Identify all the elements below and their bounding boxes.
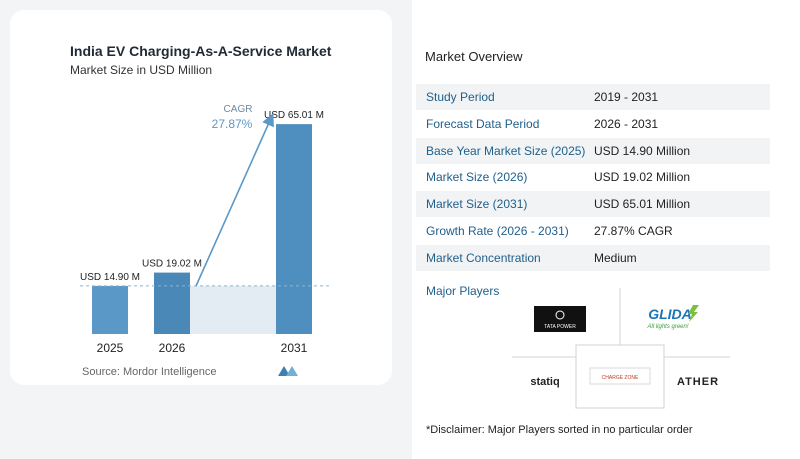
row-value: 2026 - 2031 [594,117,659,131]
row-label: Study Period [426,90,495,104]
row-value: Medium [594,251,637,265]
row-label: Market Size (2026) [426,170,528,184]
players-title: Major Players [426,284,500,298]
ather-logo: ATHER [677,376,719,388]
tata-power-logo: TATA POWER [534,306,586,332]
overview-row: Forecast Data Period 2026 - 2031 [416,111,770,137]
x-tick-2025: 2025 [97,341,124,355]
row-label: Market Size (2031) [426,197,528,211]
overview-title: Market Overview [425,49,523,64]
chart-title: India EV Charging-As-A-Service Market [70,43,332,59]
svg-text:GLIDA: GLIDA [648,306,692,322]
row-value: USD 65.01 Million [594,197,691,211]
x-tick-2026: 2026 [159,341,186,355]
brand-logo-icon [278,366,298,376]
source-note: Source: Mordor Intelligence [82,366,217,378]
row-label: Growth Rate (2026 - 2031) [426,224,569,238]
growth-band [190,285,276,334]
svg-text:TATA POWER: TATA POWER [544,324,576,330]
row-value: 27.87% CAGR [594,224,673,238]
svg-text:CHARGE ZONE: CHARGE ZONE [602,375,639,381]
glida-logo: GLIDA All lights green! [646,305,699,330]
bar-chart: USD 14.90 M 2025 USD 19.02 M 2026 USD 65.01 … [80,104,330,376]
row-value: USD 14.90 Million [594,144,691,158]
overview-row: Growth Rate (2026 - 2031) 27.87% CAGR [416,218,770,244]
data-label-2031: USD 65.01 M [264,110,324,121]
overview-row: Base Year Market Size (2025) USD 14.90 M… [416,138,770,164]
cagr-label: CAGR [224,104,253,115]
disclaimer: *Disclaimer: Major Players sorted in no … [426,424,693,436]
bar-2025 [92,285,128,334]
row-value: USD 19.02 Million [594,170,691,184]
charge-zone-logo: CHARGE ZONE [589,367,651,385]
data-label-2025: USD 14.90 M [80,272,140,283]
data-label-2026: USD 19.02 M [142,259,202,270]
bar-2026 [154,272,190,334]
grid-box [575,344,665,409]
overview-row: Market Size (2031) USD 65.01 Million [416,191,770,217]
row-value: 2019 - 2031 [594,90,659,104]
overview-row: Market Concentration Medium [416,245,770,271]
row-label: Forecast Data Period [426,117,540,131]
overview-row: Study Period 2019 - 2031 [416,84,770,110]
overview-row: Market Size (2026) USD 19.02 Million [416,164,770,190]
statiq-logo: statiq [530,376,559,388]
cagr-arrow [195,113,274,287]
svg-text:All lights green!: All lights green! [646,324,688,330]
cagr-value: 27.87% [212,117,253,131]
bar-2031 [276,124,312,335]
chart-subtitle: Market Size in USD Million [70,63,213,77]
x-tick-2031: 2031 [281,341,308,355]
bolt-icon [688,305,699,322]
row-label: Base Year Market Size (2025) [426,144,586,158]
row-label: Market Concentration [426,251,541,265]
